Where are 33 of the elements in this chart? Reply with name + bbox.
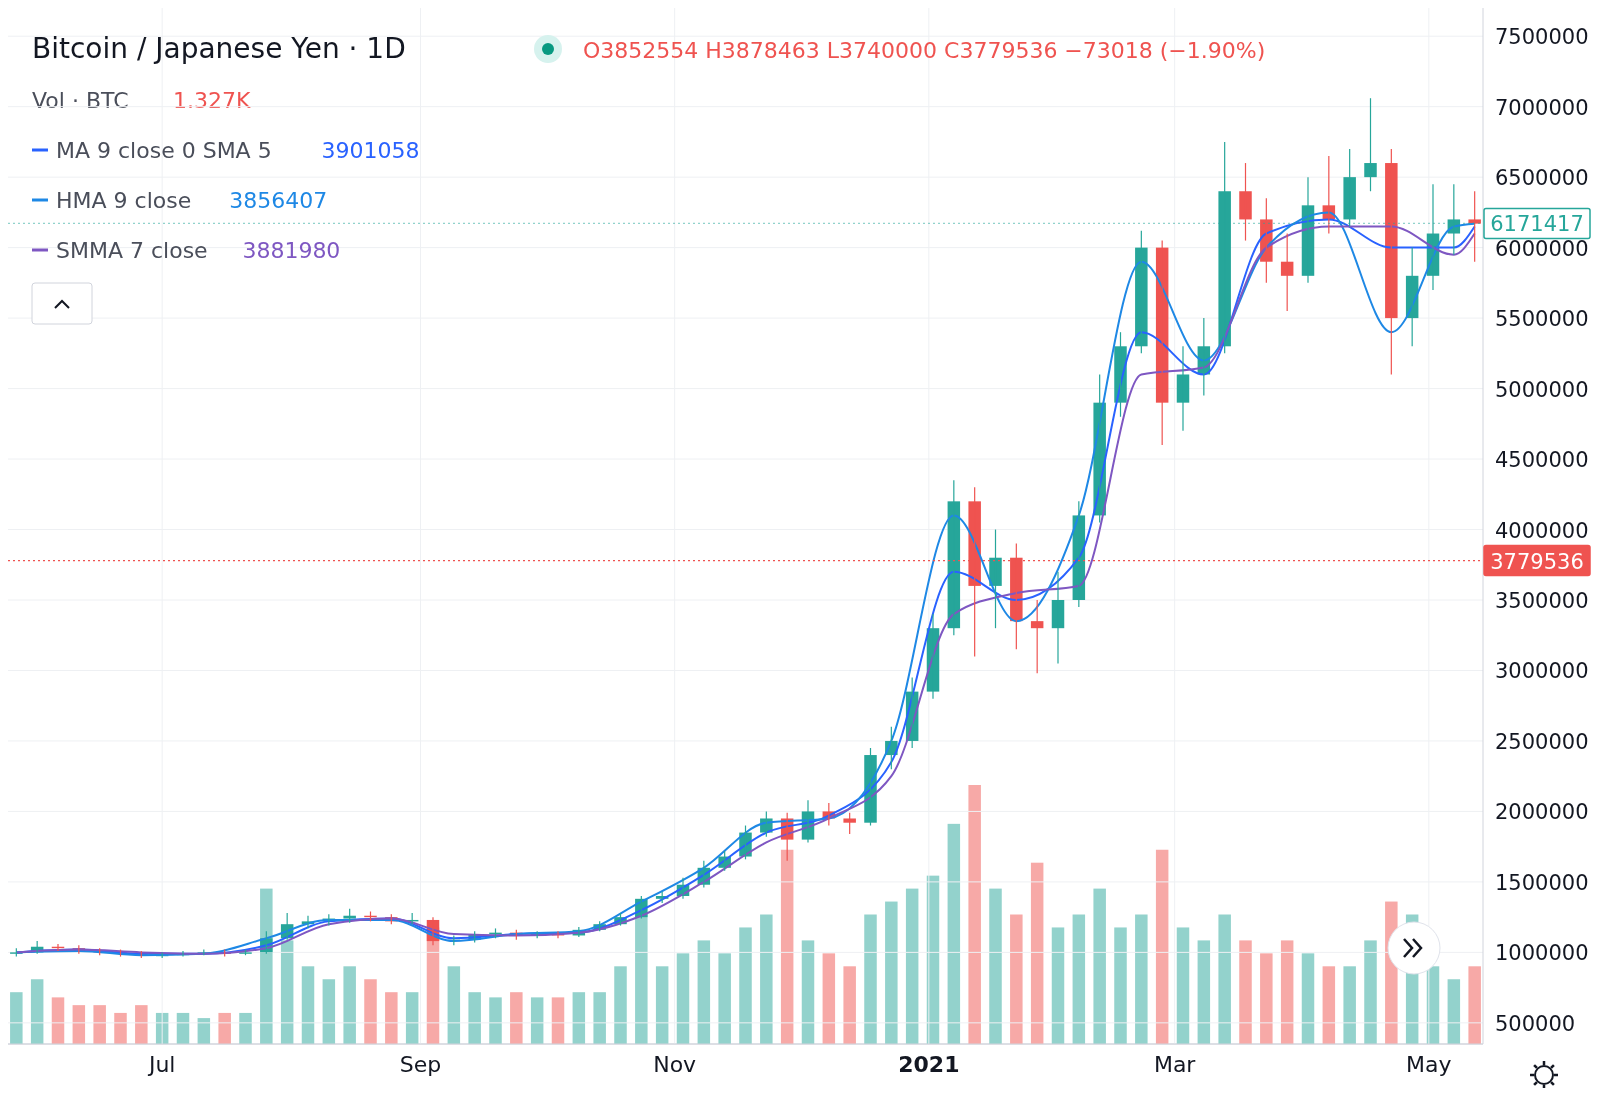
y-tick-label: 4000000 <box>1495 518 1589 543</box>
annotation: 1.327K <box>173 88 251 113</box>
y-tick-label: 7000000 <box>1495 95 1589 120</box>
legend-label: MA 9 close 0 SMA 5 <box>56 138 272 163</box>
y-tick-label: 6500000 <box>1495 166 1589 191</box>
ref-line-label: 3779536 <box>1490 549 1584 574</box>
legend-label: SMMA 7 close <box>56 238 208 263</box>
x-tick-label: May <box>1406 1052 1452 1077</box>
y-tick-label: 6000000 <box>1495 236 1589 261</box>
annotation: O3852554 H3878463 L3740000 C3779536 −73018 (−1.90%) <box>583 38 1266 63</box>
x-tick-label: Sep <box>399 1052 442 1077</box>
ref-line-label: 6171417 <box>1490 212 1584 237</box>
y-tick-label: 500000 <box>1495 1011 1576 1036</box>
y-tick-label: 2500000 <box>1495 729 1589 754</box>
x-tick-label: Mar <box>1153 1052 1197 1077</box>
legend-label: HMA 9 close <box>56 188 192 213</box>
x-tick-label: 2021 <box>898 1052 960 1077</box>
y-tick-label: 5500000 <box>1495 307 1589 332</box>
annotation: 3881980 <box>242 238 341 263</box>
y-tick-label: 4500000 <box>1495 448 1589 473</box>
y-tick-label: 3000000 <box>1495 659 1589 684</box>
y-tick-label: 7500000 <box>1495 25 1589 50</box>
x-tick-label: Jul <box>146 1052 176 1077</box>
text: Bitcoin / Japanese Yen · 1D <box>32 32 406 65</box>
y-tick-label: 5000000 <box>1495 377 1589 402</box>
y-tick-label: 1500000 <box>1495 870 1589 895</box>
chart-title: Vol · BTC <box>32 88 129 113</box>
y-tick-label: 3500000 <box>1495 589 1589 613</box>
y-tick-label: 2000000 <box>1495 800 1589 825</box>
y-tick-label: 1000000 <box>1495 941 1589 966</box>
annotation: 3901058 <box>321 138 420 163</box>
annotation: 3856407 <box>229 188 328 213</box>
x-tick-label: Nov <box>653 1052 697 1077</box>
